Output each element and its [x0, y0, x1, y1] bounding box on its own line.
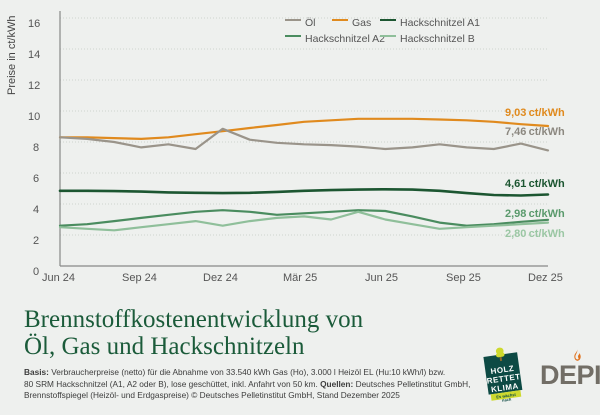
svg-text:nach: nach [502, 396, 512, 402]
